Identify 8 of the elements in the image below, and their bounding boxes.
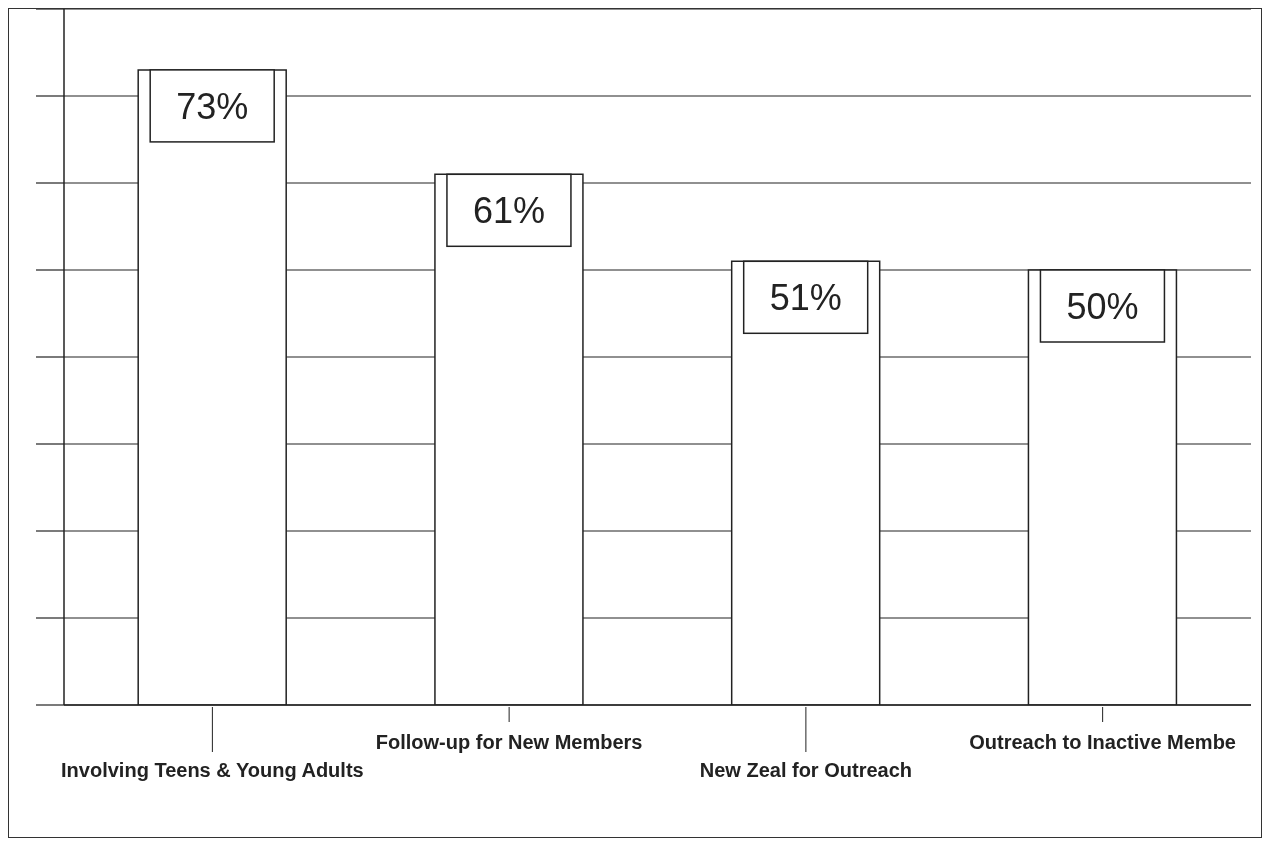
x-tick-label: Involving Teens & Young Adults [61, 759, 364, 781]
x-tick-label: New Zeal for Outreach [699, 759, 913, 781]
x-tick-label: Outreach to Inactive Membe [969, 731, 1236, 753]
x-tick-label: Follow-up for New Members [375, 731, 643, 753]
data-label: 51% [769, 277, 842, 319]
data-label: 73% [176, 85, 249, 127]
data-label: 61% [472, 190, 545, 232]
data-label: 50% [1066, 286, 1139, 327]
